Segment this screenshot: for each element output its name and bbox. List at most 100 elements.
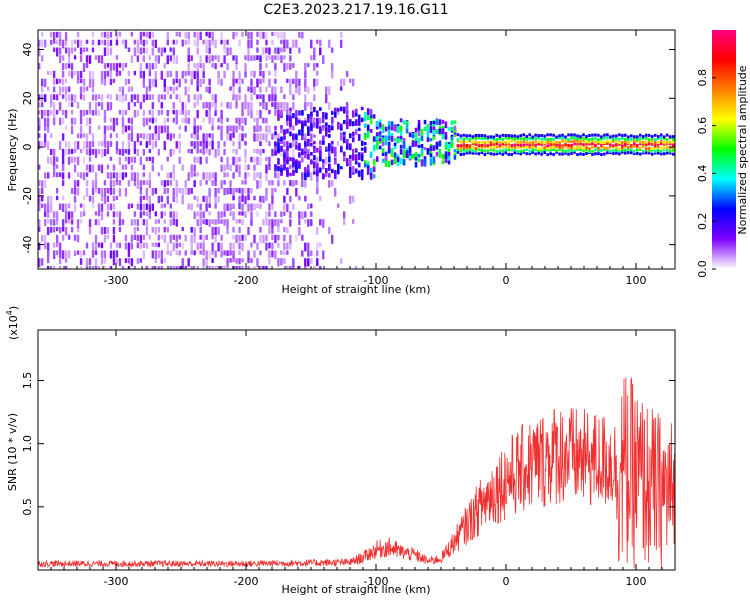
heatmap-cell <box>549 149 552 153</box>
heatmap-cell <box>307 116 310 123</box>
heatmap-cell <box>274 86 277 96</box>
heatmap-cell <box>79 125 83 133</box>
heatmap-cell <box>196 203 199 208</box>
heatmap-cell <box>501 152 505 156</box>
heatmap-cell <box>175 180 178 188</box>
heatmap-cell <box>262 195 265 204</box>
heatmap-cell <box>331 169 334 174</box>
heatmap-cell <box>88 102 92 110</box>
heatmap-cell <box>112 187 116 195</box>
heatmap-cell <box>638 146 642 150</box>
heatmap-cell <box>585 148 588 152</box>
heatmap-cell <box>196 266 199 269</box>
heatmap-cell <box>268 94 271 102</box>
heatmap-cell <box>160 234 163 240</box>
heatmap-cell <box>211 242 214 251</box>
heatmap-cell <box>38 203 41 212</box>
heatmap-cell <box>417 124 421 129</box>
heatmap-cell <box>199 242 202 249</box>
heatmap-cell <box>106 70 110 77</box>
heatmap-cell <box>265 219 268 226</box>
heatmap-cell <box>471 140 475 144</box>
heatmap-cell <box>115 141 119 150</box>
heatmap-cell <box>208 78 211 86</box>
heatmap-cell <box>411 134 415 139</box>
heatmap-cell <box>109 133 113 139</box>
heatmap-cell <box>118 187 122 197</box>
heatmap-cell <box>205 148 208 154</box>
heatmap-cell <box>61 94 65 99</box>
heatmap-cell <box>175 55 178 65</box>
heatmap-cell <box>73 39 77 45</box>
heatmap-cell <box>644 133 648 137</box>
heatmap-cell <box>277 47 280 55</box>
heatmap-cell <box>154 250 158 259</box>
heatmap-cell <box>259 63 262 71</box>
heatmap-cell <box>268 203 271 211</box>
heatmap-cell <box>357 153 361 161</box>
heatmap-cell <box>205 195 208 204</box>
heatmap-cell <box>46 70 50 75</box>
heatmap-cell <box>127 148 131 155</box>
heatmap-cell <box>139 102 143 110</box>
heatmap-cell <box>396 156 400 163</box>
heatmap-cell <box>70 47 74 54</box>
heatmap-cell <box>166 250 169 255</box>
heatmap-cell <box>247 102 250 110</box>
heatmap-cell <box>295 119 298 126</box>
heatmap-cell <box>70 39 74 47</box>
heatmap-cell <box>423 159 427 164</box>
heatmap-cell <box>58 47 62 55</box>
heatmap-cell <box>61 109 65 116</box>
heatmap-cell <box>405 121 409 125</box>
heatmap-cell <box>339 127 343 131</box>
heatmap-cell <box>55 109 59 115</box>
heatmap-cell <box>43 109 47 116</box>
heatmap-cell <box>181 242 184 249</box>
heatmap-cell <box>262 78 265 83</box>
heatmap-cell <box>244 164 247 171</box>
heatmap-cell <box>64 203 68 212</box>
heatmap-cell <box>196 70 199 79</box>
heatmap-cell <box>259 31 262 39</box>
heatmap-cell <box>118 180 122 186</box>
heatmap-cell <box>235 148 238 155</box>
heatmap-cell <box>274 109 277 116</box>
heatmap-cell <box>202 117 205 123</box>
heatmap-cell <box>139 180 143 190</box>
heatmap-cell <box>357 152 361 156</box>
heatmap-cell <box>328 148 331 157</box>
heatmap-cell <box>429 148 433 156</box>
heatmap-cell <box>91 109 95 116</box>
heatmap-cell <box>507 134 511 138</box>
heatmap-cell <box>477 133 481 137</box>
heatmap-cell <box>612 134 615 138</box>
heatmap-cell <box>671 152 675 156</box>
heatmap-cell <box>139 234 143 244</box>
heatmap-cell <box>597 148 600 152</box>
heatmap-cell <box>286 117 289 126</box>
heatmap-cell <box>331 148 334 154</box>
heatmap-cell <box>510 152 514 156</box>
heatmap-cell <box>109 78 113 86</box>
heatmap-cell <box>609 143 612 147</box>
heatmap-cell <box>214 172 217 182</box>
heatmap-cell <box>46 211 50 218</box>
heatmap-cell <box>76 172 80 177</box>
heatmap-cell <box>61 219 65 227</box>
heatmap-cell <box>100 211 104 221</box>
heatmap-cell <box>244 172 247 180</box>
heatmap-cell <box>438 119 442 126</box>
heatmap-cell <box>633 139 636 143</box>
heatmap-cell <box>283 154 286 161</box>
heatmap-cell <box>46 242 50 251</box>
heatmap-cell <box>61 195 65 201</box>
heatmap-cell <box>100 148 104 158</box>
heatmap-cell <box>142 109 146 116</box>
heatmap-cell <box>52 148 56 158</box>
heatmap-cell <box>220 117 223 124</box>
heatmap-cell <box>187 31 190 40</box>
heatmap-cell <box>100 94 104 101</box>
heatmap-cell <box>298 226 301 236</box>
